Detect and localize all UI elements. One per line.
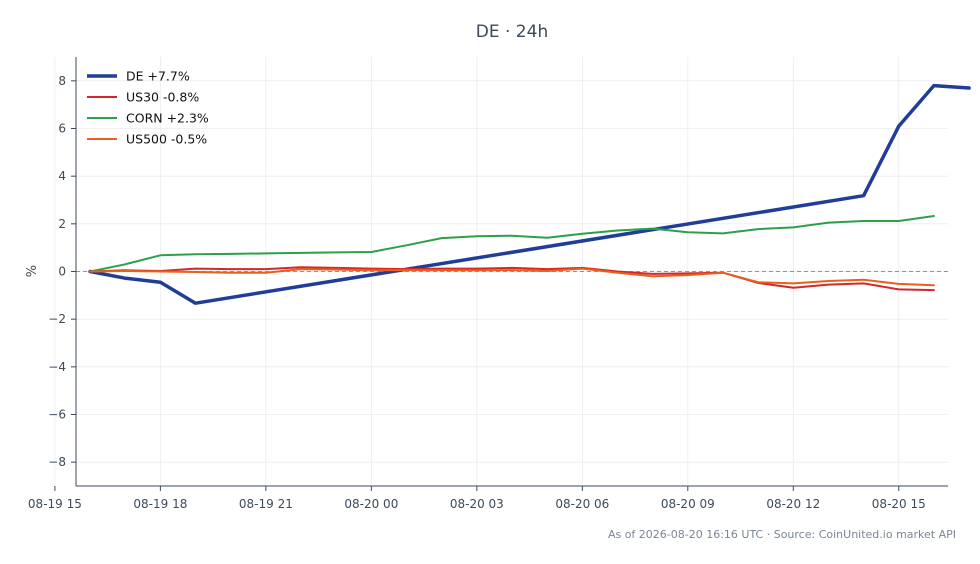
x-tick-label: 08-20 00 [344,497,398,511]
y-tick-label: −4 [48,360,66,374]
x-tick-label: 08-20 03 [450,497,504,511]
footer-note: As of 2026-08-20 16:16 UTC · Source: Coi… [608,528,956,541]
y-tick-label: −8 [48,455,66,469]
y-axis-label: % [25,265,40,277]
x-tick-label: 08-20 12 [766,497,820,511]
legend-label-3: CORN +2.3% [126,111,209,126]
x-tick-label: 08-19 21 [239,497,293,511]
series-lines [88,83,971,305]
series-line-3 [89,215,935,273]
x-tick-label: 08-20 09 [661,497,715,511]
y-tick-label: −2 [48,312,66,326]
axes [54,57,948,491]
x-tick-label: 08-19 15 [28,497,82,511]
series-line-1 [88,83,971,305]
y-tick-label: 0 [58,265,66,279]
legend-label-1: DE +7.7% [126,69,190,84]
chart-title: DE · 24h [476,22,548,42]
tick-labels: −8 −6 −4 −2 0 2 4 6 8 08-19 15 08-19 18 08-19 21 08-… [28,74,926,511]
series-line-4 [89,267,935,287]
x-tick-label: 08-20 06 [555,497,609,511]
legend-label-2: US30 -0.8% [126,90,199,105]
y-tick-label: 2 [58,217,66,231]
legend-label-4: US500 -0.5% [126,132,207,147]
y-tick-label: 8 [58,74,66,88]
y-tick-label: 4 [58,169,66,183]
series-line-2 [89,266,935,292]
y-tick-label: −6 [48,408,66,422]
x-tick-label: 08-19 18 [133,497,187,511]
x-tick-label: 08-20 15 [872,497,926,511]
legend: DE +7.7% US30 -0.8% CORN +2.3% US500 -0.5% [87,69,209,147]
y-tick-label: 6 [58,122,66,136]
